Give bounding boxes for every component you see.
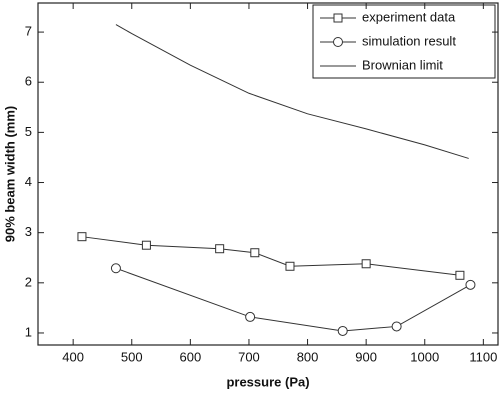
marker — [337, 325, 348, 336]
y-tick-label: 4 — [25, 174, 32, 189]
y-tick-label: 5 — [25, 124, 32, 139]
legend-marker — [333, 37, 343, 47]
x-tick-label: 500 — [121, 349, 143, 364]
y-tick-label: 2 — [25, 274, 32, 289]
legend-label: Brownian limit — [362, 57, 443, 72]
x-tick-label: 1100 — [469, 349, 497, 364]
marker — [455, 270, 465, 280]
marker — [245, 311, 256, 322]
y-axis-title: 90% beam width (mm) — [2, 106, 17, 243]
series-line — [115, 24, 469, 159]
x-tick-label: 900 — [355, 349, 377, 364]
marker — [110, 263, 121, 274]
marker — [391, 321, 402, 332]
y-tick-label: 7 — [25, 24, 32, 39]
marker — [285, 261, 295, 271]
marker — [77, 232, 87, 242]
marker — [141, 240, 151, 250]
plot-frame — [37, 2, 499, 346]
marker — [215, 244, 225, 254]
x-tick-label: 1000 — [410, 349, 439, 364]
x-tick-label: 400 — [62, 349, 84, 364]
series-line — [81, 236, 460, 276]
marker — [250, 248, 260, 258]
y-tick-label: 6 — [25, 74, 32, 89]
marker — [465, 279, 476, 290]
x-tick-label: 700 — [238, 349, 260, 364]
x-tick-label: 600 — [180, 349, 202, 364]
marker — [361, 259, 371, 269]
series-line — [115, 267, 471, 332]
legend-marker — [333, 13, 343, 23]
y-tick-label: 3 — [25, 224, 32, 239]
x-axis-title: pressure (Pa) — [226, 374, 309, 389]
legend-label: experiment data — [362, 9, 456, 24]
y-tick-label: 1 — [25, 324, 32, 339]
x-tick-label: 800 — [297, 349, 319, 364]
legend-label: simulation result — [362, 33, 456, 48]
